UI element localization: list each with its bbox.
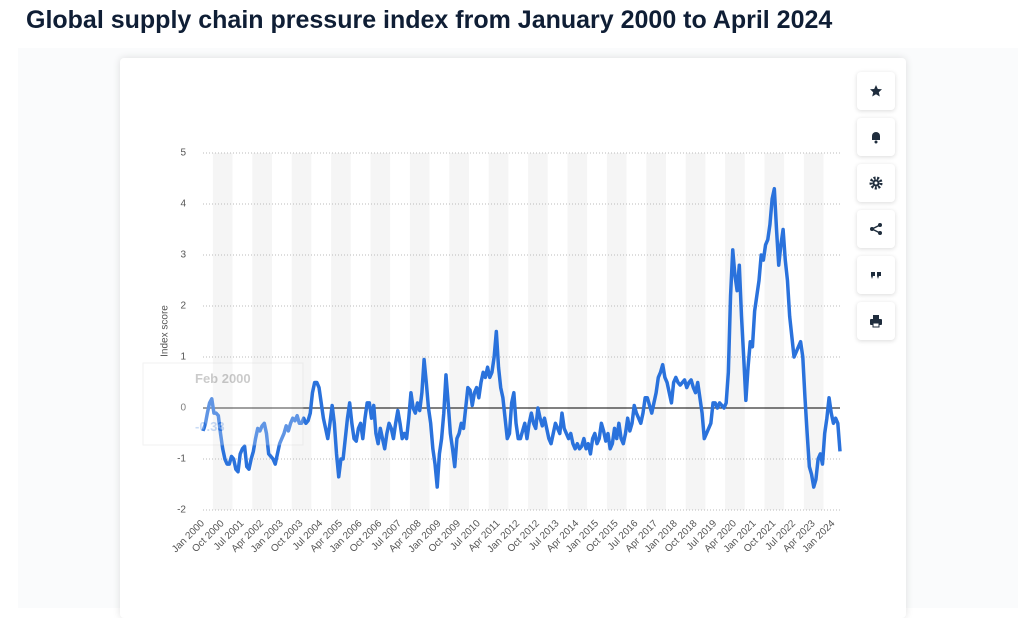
stripe xyxy=(528,153,548,510)
y-tick-label: 2 xyxy=(180,301,186,312)
page: Global supply chain pressure index from … xyxy=(26,6,895,556)
stripe xyxy=(291,153,312,510)
stripe xyxy=(803,153,824,510)
data-line xyxy=(201,186,842,489)
tooltip-category: Feb 2000 xyxy=(195,371,251,386)
y-tick-label: 1 xyxy=(180,352,186,363)
y-tick-label: 5 xyxy=(180,148,186,159)
stripe xyxy=(725,153,745,510)
settings-button[interactable] xyxy=(857,164,895,202)
stripe xyxy=(567,153,588,510)
tooltip-box xyxy=(142,362,304,446)
tooltip: Feb 2000 -0.33 xyxy=(142,362,304,446)
stripe xyxy=(409,153,430,510)
stripe xyxy=(685,153,706,510)
share-button[interactable] xyxy=(857,210,895,248)
stripe xyxy=(606,153,627,510)
stripe xyxy=(370,153,391,510)
stripe xyxy=(252,153,272,510)
alert-button[interactable] xyxy=(857,118,895,156)
y-tick-label: 4 xyxy=(180,199,186,210)
tooltip-value: -0.33 xyxy=(195,419,225,434)
stripe xyxy=(764,153,785,510)
cite-button[interactable] xyxy=(857,256,895,294)
page-title: Global supply chain pressure index from … xyxy=(26,6,833,34)
stripes xyxy=(212,153,824,510)
y-tick-label: -1 xyxy=(177,454,186,465)
y-axis-label: Index score xyxy=(160,305,171,357)
stripe xyxy=(488,153,509,510)
y-tick-label: -2 xyxy=(177,505,186,516)
stripe xyxy=(331,153,351,510)
print-button[interactable] xyxy=(857,302,895,340)
y-tick-label: 0 xyxy=(180,403,186,414)
stripe xyxy=(646,153,666,510)
y-tick-label: 3 xyxy=(180,250,186,261)
favorite-button[interactable] xyxy=(857,72,895,110)
